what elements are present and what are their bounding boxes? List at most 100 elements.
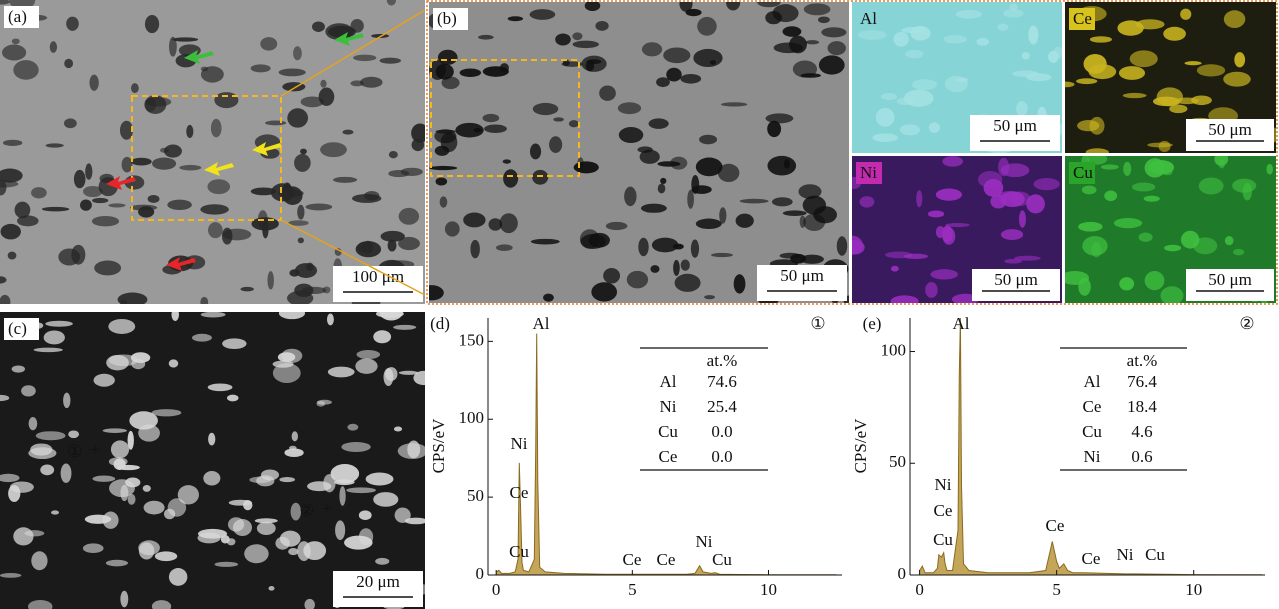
peak-label: Al <box>953 314 970 333</box>
y-tick-label: 0 <box>476 564 485 583</box>
phase <box>228 517 244 531</box>
phase <box>1266 164 1272 175</box>
phase <box>94 374 115 387</box>
phase <box>399 208 419 225</box>
scale-label: 50 μm <box>780 266 824 285</box>
phase <box>553 117 564 121</box>
phase <box>36 431 66 440</box>
phase <box>1214 152 1228 165</box>
phase <box>1139 233 1153 242</box>
phase <box>904 90 934 107</box>
phase <box>543 294 554 302</box>
phase <box>51 510 59 514</box>
phase <box>312 21 325 31</box>
point-marker: ② <box>299 501 314 520</box>
phase <box>783 210 807 216</box>
phase <box>129 411 158 429</box>
panel-label: Ce <box>1073 9 1092 28</box>
phase <box>201 66 224 82</box>
phase <box>21 385 36 396</box>
phase <box>64 59 73 68</box>
phase <box>531 239 560 245</box>
phase <box>569 120 579 127</box>
phase <box>1089 117 1104 135</box>
phase <box>92 476 115 482</box>
phase <box>1181 231 1199 249</box>
phase <box>394 426 402 431</box>
x-tick-label: 5 <box>628 580 637 599</box>
cross: + <box>322 499 332 518</box>
phase <box>440 196 448 207</box>
phase <box>484 124 507 133</box>
phase <box>1223 72 1250 87</box>
phase <box>858 30 887 40</box>
phase <box>1174 97 1199 104</box>
scale-label: 50 μm <box>1208 270 1252 289</box>
phase <box>179 165 201 171</box>
phase <box>891 266 899 272</box>
phase <box>1169 105 1187 114</box>
phase <box>320 80 326 88</box>
phase <box>998 158 1009 176</box>
phase <box>936 226 945 238</box>
phase <box>211 119 222 138</box>
phase <box>68 430 79 438</box>
point-marker: ① <box>67 442 82 461</box>
phase <box>273 363 301 383</box>
phase <box>203 471 220 486</box>
phase <box>1022 52 1030 60</box>
phase <box>167 200 192 210</box>
x-tick-label: 5 <box>1052 580 1061 599</box>
phase <box>265 121 286 126</box>
phase <box>85 515 111 524</box>
phase <box>120 300 127 306</box>
phase <box>131 158 152 166</box>
phase <box>251 64 271 72</box>
phase <box>171 308 178 321</box>
phase <box>686 9 702 16</box>
phase <box>1132 183 1155 192</box>
phase <box>658 184 666 194</box>
phase <box>42 207 69 212</box>
phase <box>208 433 215 446</box>
phase <box>297 541 311 561</box>
phase <box>813 206 837 223</box>
phase <box>1101 164 1119 169</box>
phase <box>355 358 377 373</box>
phase <box>25 530 45 536</box>
figure: (a)100 μm(b)50 μmAl50 μmCe50 μmNi50 μmCu… <box>0 0 1279 609</box>
phase <box>1234 52 1245 67</box>
phase <box>268 586 274 591</box>
phase <box>740 199 769 204</box>
table-cell: 0.0 <box>711 422 732 441</box>
phase <box>350 19 363 33</box>
table-cell: Al <box>660 372 677 391</box>
phase <box>640 150 660 164</box>
phase <box>29 417 38 430</box>
phase <box>767 121 781 137</box>
phase <box>641 204 667 213</box>
phase <box>532 170 548 185</box>
phase <box>342 130 353 135</box>
table-cell: 25.4 <box>707 397 737 416</box>
phase <box>201 312 226 318</box>
phase <box>192 334 212 342</box>
phase <box>891 295 919 307</box>
phase <box>111 440 129 458</box>
phase <box>429 166 457 170</box>
phase <box>360 77 382 88</box>
phase <box>1163 27 1186 41</box>
phase <box>876 108 895 127</box>
phase <box>734 274 746 293</box>
scale-label: 50 μm <box>1208 120 1252 139</box>
phase <box>260 37 277 50</box>
phase <box>1019 210 1026 227</box>
phase <box>912 79 937 90</box>
phase <box>0 573 21 578</box>
phase <box>3 140 22 146</box>
phase <box>1114 218 1142 228</box>
phase <box>508 16 523 21</box>
phase <box>591 282 617 301</box>
phase <box>155 551 177 561</box>
